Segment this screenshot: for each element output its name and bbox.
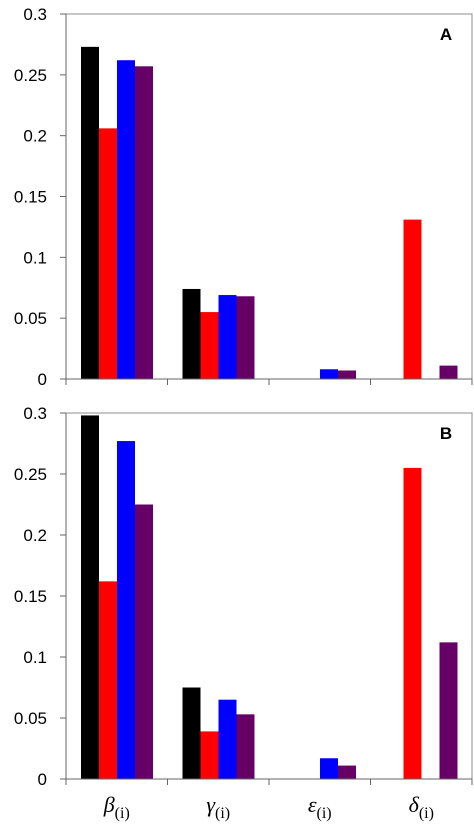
- panel-a-label: A: [440, 25, 452, 44]
- panel-b-bar: [200, 731, 219, 779]
- panel-b-label: B: [440, 424, 452, 443]
- panel-b: 0 0.05 0.1 0.15 0.2 0.25 0.3 B: [14, 404, 473, 789]
- panel-b-x-ticks: [65, 779, 473, 785]
- panel-b-bar: [99, 581, 117, 779]
- panel-b-y-tick-label: 0.25: [14, 465, 47, 484]
- x-category-label: β(i): [103, 792, 130, 822]
- panel-b-bar: [439, 642, 458, 779]
- panel-b-y-tick-label: 0.05: [14, 709, 47, 728]
- x-category-label: γ(i): [206, 792, 230, 822]
- panel-b-bar: [320, 758, 338, 779]
- panel-b-y-tick-label: 0.3: [23, 404, 47, 423]
- panel-a-y-tick-label: 0.25: [14, 66, 47, 85]
- panel-b-y-tick-label: 0: [38, 770, 47, 789]
- panel-b-bar: [236, 714, 255, 779]
- panel-a-bars: [81, 46, 458, 380]
- panel-b-y-tick-label: 0.1: [23, 648, 47, 667]
- panel-a-bar: [200, 312, 219, 379]
- panel-a-y-tick-label: 0.2: [23, 127, 47, 146]
- panel-a-bar: [320, 369, 338, 379]
- panel-a-x-ticks: [65, 379, 473, 385]
- panel-a-y-tick-label: 0: [38, 370, 47, 389]
- panel-a-y-tick-label: 0.3: [23, 5, 47, 24]
- x-category-label: ε(i): [308, 792, 332, 822]
- x-category-label: δ(i): [409, 792, 434, 822]
- x-category-labels: β(i) γ(i) ε(i) δ(i): [103, 792, 434, 822]
- panel-a: 0 0.05 0.1 0.15 0.2 0.25 0.3 A: [14, 5, 473, 389]
- panel-b-bar: [403, 467, 422, 779]
- panel-a-y-tick-label: 0.1: [23, 248, 47, 267]
- panel-a-y-tick-label: 0.05: [14, 309, 47, 328]
- panel-b-bar: [218, 699, 237, 779]
- panel-a-bar: [117, 60, 135, 379]
- panel-a-bar: [135, 66, 153, 380]
- panel-b-bar: [135, 504, 153, 779]
- panel-a-bar: [403, 219, 422, 379]
- panel-b-bars: [81, 415, 458, 779]
- panel-b-bar: [182, 687, 201, 779]
- panel-a-bar: [439, 365, 458, 379]
- panel-a-bar: [236, 296, 255, 379]
- panel-b-bar: [81, 415, 99, 779]
- panel-a-bar: [338, 370, 356, 379]
- panel-a-bar: [99, 128, 117, 379]
- panel-a-y-ticks: 0 0.05 0.1 0.15 0.2 0.25 0.3: [14, 5, 66, 389]
- panel-a-bar: [182, 288, 201, 379]
- panel-a-y-tick-label: 0.15: [14, 188, 47, 207]
- panel-b-bar: [338, 765, 356, 779]
- panel-b-y-tick-label: 0.15: [14, 587, 47, 606]
- panel-b-bar: [117, 441, 135, 779]
- panel-b-y-ticks: 0 0.05 0.1 0.15 0.2 0.25 0.3: [14, 404, 66, 789]
- panel-a-bar: [218, 295, 237, 379]
- panel-a-bar: [81, 46, 99, 379]
- panel-b-y-tick-label: 0.2: [23, 526, 47, 545]
